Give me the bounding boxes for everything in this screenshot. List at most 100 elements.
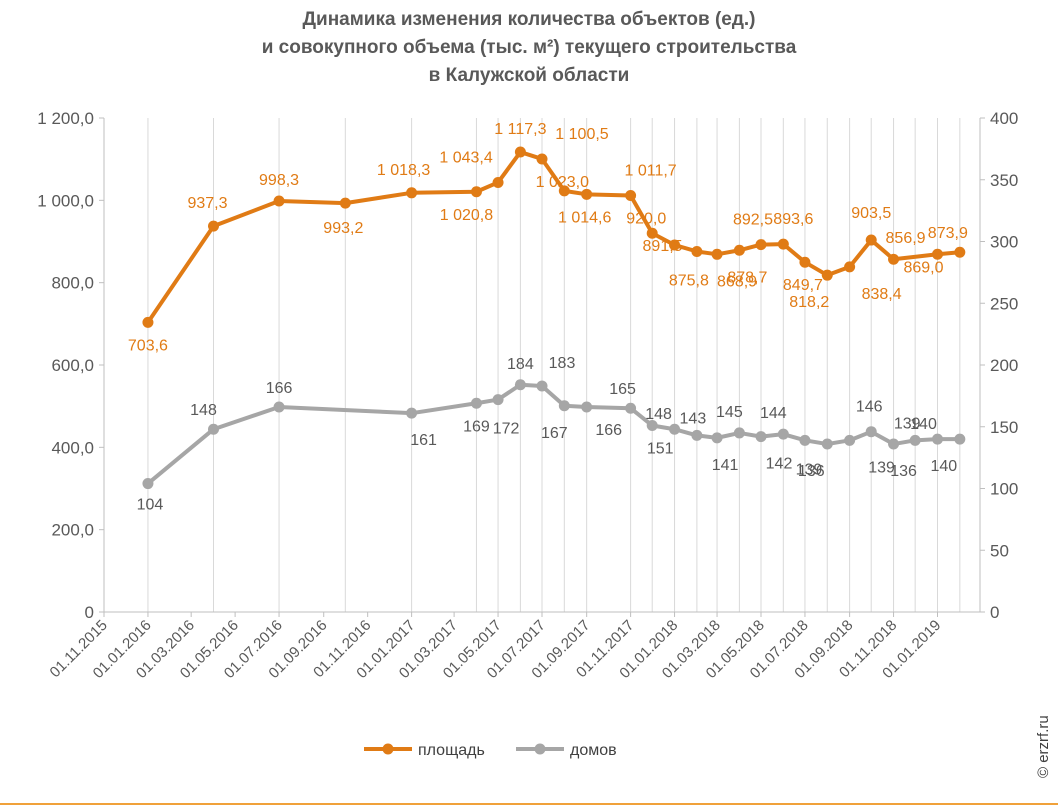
series-area-label: 818,2 <box>789 294 829 311</box>
left-axis-tick-label: 1 200,0 <box>37 109 94 128</box>
right-axis-tick-label: 0 <box>990 603 999 622</box>
right-axis-tick-labels: 0 50 100 150 200 250 300 350 400 <box>990 109 1018 622</box>
credit-text: © erzrf.ru <box>1035 715 1052 778</box>
series-area-point <box>711 248 723 260</box>
bottom-accent-line <box>0 803 1058 805</box>
series-houses-label: 148 <box>190 402 217 419</box>
series-houses-label: 142 <box>766 456 793 473</box>
series-houses-point <box>669 423 681 435</box>
left-axis-tick-label: 600,0 <box>51 356 94 375</box>
series-area-label: 893,6 <box>773 211 813 228</box>
series-area-point <box>581 188 593 200</box>
series-area-point <box>844 261 856 273</box>
series-houses-point <box>536 380 548 392</box>
right-axis-tick-label: 100 <box>990 480 1018 499</box>
series-area-point <box>691 245 703 257</box>
series-area-label: 1 011,7 <box>625 163 677 180</box>
x-axis-tick-labels: 01.11.201501.01.201601.03.201601.05.2016… <box>47 617 945 682</box>
left-axis-tick-label: 400,0 <box>51 438 94 457</box>
series-houses-label: 184 <box>507 356 534 373</box>
right-axis-tick-label: 350 <box>990 171 1018 190</box>
series-houses-label: 166 <box>595 422 622 439</box>
series-area-point <box>865 234 877 246</box>
series-houses-label: 141 <box>712 457 739 474</box>
series-houses-label: 151 <box>647 441 674 458</box>
series-houses-label: 169 <box>463 418 490 435</box>
series-houses-point <box>931 433 943 445</box>
series-area-point <box>931 248 943 260</box>
chart-title: Динамика изменения количества объектов (… <box>262 9 797 86</box>
series-area-point <box>470 186 482 198</box>
series-area-label: 920,0 <box>626 210 666 227</box>
series-area-point <box>339 197 351 209</box>
right-axis-tick-label: 250 <box>990 294 1018 313</box>
series-houses-label: 146 <box>856 399 883 416</box>
series-houses-label: 139 <box>796 461 823 478</box>
chart-title-line-2: и совокупного объема (тыс. м²) текущего … <box>262 37 797 58</box>
legend-area-label: площадь <box>418 742 485 759</box>
series-area-label: 1 043,4 <box>439 149 492 166</box>
series-houses-label: 136 <box>798 463 825 480</box>
series-area-label: 873,9 <box>928 225 968 242</box>
series-houses-label: 167 <box>541 425 568 442</box>
series-area-point <box>208 220 219 232</box>
series-houses-point <box>954 433 966 445</box>
left-axis-tick-label: 1 000,0 <box>37 191 94 210</box>
series-houses-point <box>514 379 526 391</box>
series-houses-point <box>273 401 285 413</box>
series-houses-label: 172 <box>493 421 520 438</box>
legend-houses-marker <box>534 743 546 755</box>
right-axis-tick-label: 400 <box>990 109 1018 128</box>
series-area-label: 1 023,0 <box>536 174 589 191</box>
series-houses-point <box>733 427 745 439</box>
series-houses-label: 148 <box>645 406 672 423</box>
series-houses-label: 140 <box>910 416 937 433</box>
series-houses-point <box>646 420 658 432</box>
series-houses-label: 145 <box>716 404 743 421</box>
series-area-label: 856,9 <box>886 230 926 247</box>
series-houses-point <box>888 438 900 450</box>
series-houses-point <box>625 402 637 414</box>
series-houses-point <box>821 438 833 450</box>
series-houses-point <box>844 434 856 446</box>
right-axis-tick-label: 50 <box>990 541 1009 560</box>
series-houses-label: 144 <box>760 405 787 422</box>
legend-area-marker <box>382 743 394 755</box>
series-area-point <box>646 227 658 239</box>
series-area-point <box>755 239 767 251</box>
series-area-label: 1 020,8 <box>440 207 493 224</box>
series-area-point <box>821 269 833 281</box>
series-houses-point <box>711 432 723 444</box>
series-houses-label: 139 <box>868 459 895 476</box>
left-axis-tick-labels: 0 200,0 400,0 600,0 800,0 1 000,0 1 200,0 <box>37 109 94 622</box>
series-area-label: 869,0 <box>903 259 943 276</box>
series-houses-point <box>142 478 154 490</box>
series-area-label: 1 100,5 <box>555 126 608 143</box>
right-axis-tick-label: 200 <box>990 356 1018 375</box>
series-area-point <box>558 185 570 197</box>
series-houses-label: 140 <box>930 458 957 475</box>
series-area-point <box>492 176 504 188</box>
series-houses-point <box>406 407 418 419</box>
legend-houses-label: домов <box>570 742 617 759</box>
series-houses-label: 104 <box>137 497 164 514</box>
series-houses-point <box>755 431 767 443</box>
series-area-label: 892,5 <box>733 212 773 229</box>
series-area-label: 1 117,3 <box>494 121 546 138</box>
series-houses-label: 166 <box>266 380 293 397</box>
chart-title-line-3: в Калужской области <box>429 65 630 86</box>
series-area-point <box>954 246 966 258</box>
legend: площадь домов <box>364 742 617 759</box>
series-area-label: 1 014,6 <box>558 209 611 226</box>
left-axis-tick-label: 0 <box>85 603 94 622</box>
series-area-point <box>536 153 548 165</box>
series-area-point <box>669 239 681 251</box>
right-axis-tick-label: 150 <box>990 418 1018 437</box>
series-area-label: 998,3 <box>259 172 299 189</box>
series-area-label: 878,7 <box>727 269 767 286</box>
series-area-point <box>799 256 811 268</box>
series-houses-label: 165 <box>609 381 636 398</box>
series-area-point <box>514 146 526 158</box>
series-area-label: 993,2 <box>323 220 363 237</box>
